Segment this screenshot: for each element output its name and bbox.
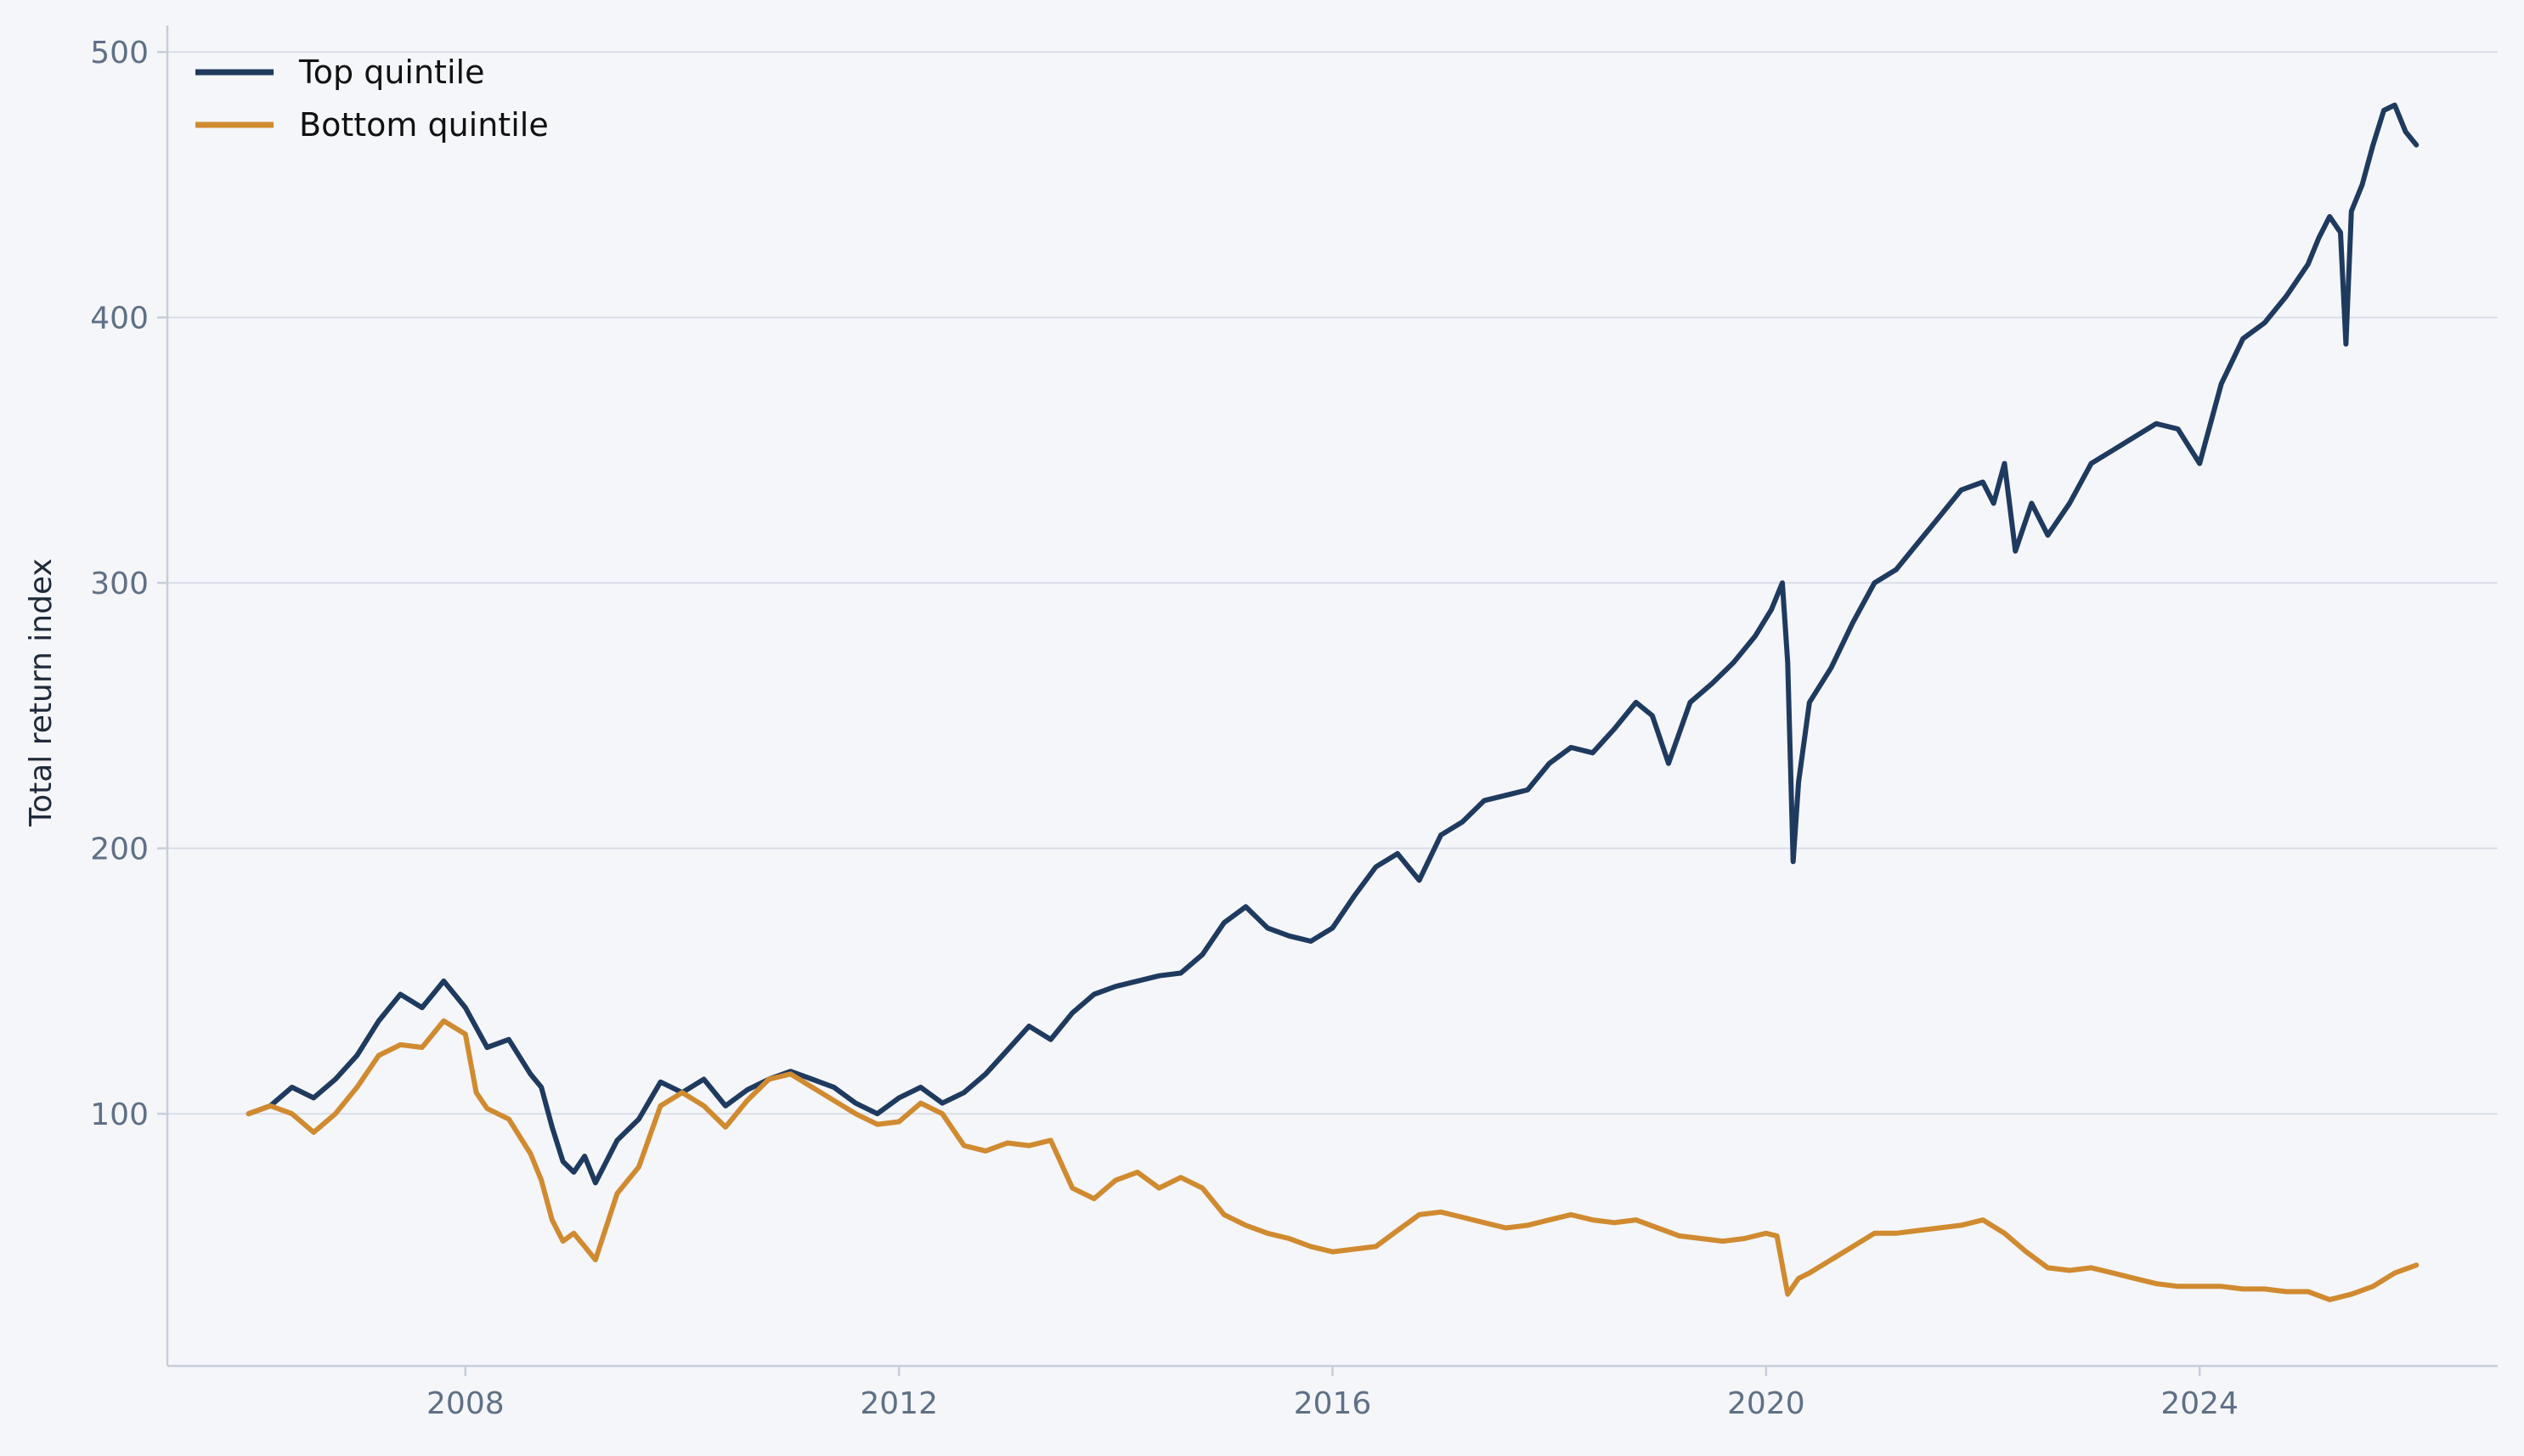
legend: Top quintile Bottom quintile — [195, 54, 549, 144]
legend-label-bottom-quintile: Bottom quintile — [299, 106, 549, 144]
gridlines — [167, 51, 2498, 1115]
y-tick-label: 200 — [90, 832, 149, 867]
x-axis-ticks: 2008 2012 2016 2020 2024 — [426, 1366, 2239, 1421]
x-tick-label: 2020 — [1727, 1386, 1805, 1421]
y-tick-label: 400 — [90, 302, 149, 336]
y-tick-label: 500 — [90, 36, 149, 71]
x-tick-label: 2016 — [1294, 1386, 1372, 1421]
legend-label-top-quintile: Top quintile — [298, 54, 484, 91]
series-line-bottom-quintile — [246, 1018, 2420, 1302]
axes — [166, 25, 2498, 1368]
y-axis-title: Total return index — [24, 558, 59, 827]
series-line-top-quintile — [246, 102, 2420, 1186]
y-tick-label: 300 — [90, 567, 149, 601]
y-tick-label: 100 — [90, 1098, 149, 1132]
x-tick-label: 2008 — [426, 1386, 505, 1421]
y-axis-ticks: 100 200 300 400 500 — [90, 36, 167, 1132]
series-lines — [246, 102, 2420, 1302]
x-tick-label: 2012 — [860, 1386, 938, 1421]
x-tick-label: 2024 — [2160, 1386, 2239, 1421]
